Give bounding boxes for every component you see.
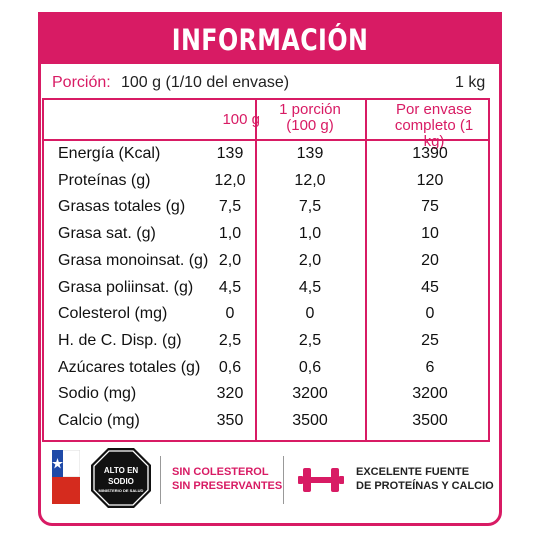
seal-text: ALTO EN SODIO MINISTERIO DE SALUD <box>90 465 152 495</box>
highlight: EXCELENTE FUENTE DE PROTEÍNAS Y CALCIO <box>356 465 494 493</box>
nutrient-value: 25 <box>421 331 439 349</box>
title: INFORMACIÓN NUTRICIONAL <box>171 23 369 113</box>
nutrient-value: 0 <box>305 305 315 323</box>
seal-line: ALTO EN <box>103 466 139 475</box>
column-header: 100 g <box>190 112 260 128</box>
column-header: Por envase completo (1 kg) <box>388 102 480 150</box>
package-size: 1 kg <box>455 74 486 91</box>
nutrient-value: 120 <box>416 171 444 189</box>
column-header-line: Por envase <box>396 101 472 118</box>
column-header-line: (100 g) <box>286 117 334 134</box>
portion-label: Porción: <box>52 74 111 91</box>
divider <box>365 98 367 442</box>
nutrient-value: 12,0 <box>294 171 326 189</box>
nutrient-value: 3200 <box>292 385 328 403</box>
nutrient-value: 7,5 <box>298 198 322 216</box>
nutrient-name: Grasas totales (g) <box>58 198 186 216</box>
column-header-line: 100 g <box>222 111 260 128</box>
nutrient-name: Energía (Kcal) <box>58 145 161 162</box>
nutrient-value: 139 <box>296 145 324 162</box>
nutrient-name: H. de C. Disp. (g) <box>58 331 182 349</box>
nutrient-value: 1390 <box>412 145 448 162</box>
flag <box>52 450 80 504</box>
nutrient-name: Grasa sat. (g) <box>58 225 156 243</box>
claim: SIN COLESTEROL <box>172 466 269 478</box>
nutrient-value: 2,5 <box>298 331 322 349</box>
nutrient-name: Sodio (mg) <box>58 385 137 403</box>
nutrient-value: 0,6 <box>218 358 242 376</box>
nutrient-value: 0 <box>225 305 235 323</box>
nutrient-name: Calcio (mg) <box>58 412 140 429</box>
column-header-line: 1 porción <box>279 101 341 118</box>
portion-text: 100 g (1/10 del envase) <box>121 74 290 91</box>
seal-authority: MINISTERIO DE SALUD <box>98 488 144 493</box>
nutrient-value: 2,0 <box>298 251 322 269</box>
nutrient-name: Grasa poliinsat. (g) <box>58 278 194 296</box>
nutrient-name: Azúcares totales (g) <box>58 358 201 376</box>
nutrient-value: 3200 <box>412 385 448 403</box>
divider <box>283 456 284 504</box>
highlight-line: DE PROTEÍNAS Y CALCIO <box>356 480 494 492</box>
nutrient-value: 0 <box>425 305 435 323</box>
nutrient-value: 7,5 <box>218 198 242 216</box>
divider <box>255 98 257 442</box>
nutrient-value: 320 <box>216 385 244 403</box>
nutrient-value: 6 <box>425 358 435 376</box>
nutrient-value: 2,5 <box>218 331 242 349</box>
nutrient-name: Proteínas (g) <box>58 171 151 189</box>
claims: SIN COLESTEROL SIN PRESERVANTES <box>172 465 282 493</box>
nutrient-value: 1,0 <box>218 225 242 243</box>
nutrient-name: Colesterol (mg) <box>58 305 168 323</box>
divider <box>160 456 161 504</box>
title-band: INFORMACIÓN NUTRICIONAL <box>38 12 502 113</box>
claim: SIN PRESERVANTES <box>172 480 283 492</box>
highlight-line: EXCELENTE FUENTE <box>356 466 470 478</box>
column-header-line: completo (1 kg) <box>394 117 474 150</box>
nutrient-value: 12,0 <box>214 171 246 189</box>
nutrient-value: 3500 <box>412 412 448 429</box>
nutrient-value: 20 <box>421 251 439 269</box>
nutrient-value: 10 <box>421 225 439 243</box>
nutrient-value: 2,0 <box>218 251 242 269</box>
nutrient-value: 4,5 <box>218 278 242 296</box>
nutrient-value: 3500 <box>292 412 328 429</box>
nutrient-name: Grasa monoinsat. (g) <box>58 251 209 269</box>
seal-line: SODIO <box>108 477 134 486</box>
table <box>42 98 490 442</box>
nutrient-value: 0,6 <box>298 358 322 376</box>
seal <box>91 448 151 508</box>
nutrient-value: 4,5 <box>298 278 322 296</box>
nutrient-value: 1,0 <box>298 225 322 243</box>
nutrient-value: 75 <box>421 198 439 216</box>
dumbbell-icon <box>298 468 344 492</box>
divider <box>42 139 490 141</box>
nutrient-value: 350 <box>216 412 244 429</box>
column-header: 1 porción (100 g) <box>270 102 350 134</box>
nutrient-value: 139 <box>216 145 244 162</box>
nutrient-value: 45 <box>421 278 439 296</box>
